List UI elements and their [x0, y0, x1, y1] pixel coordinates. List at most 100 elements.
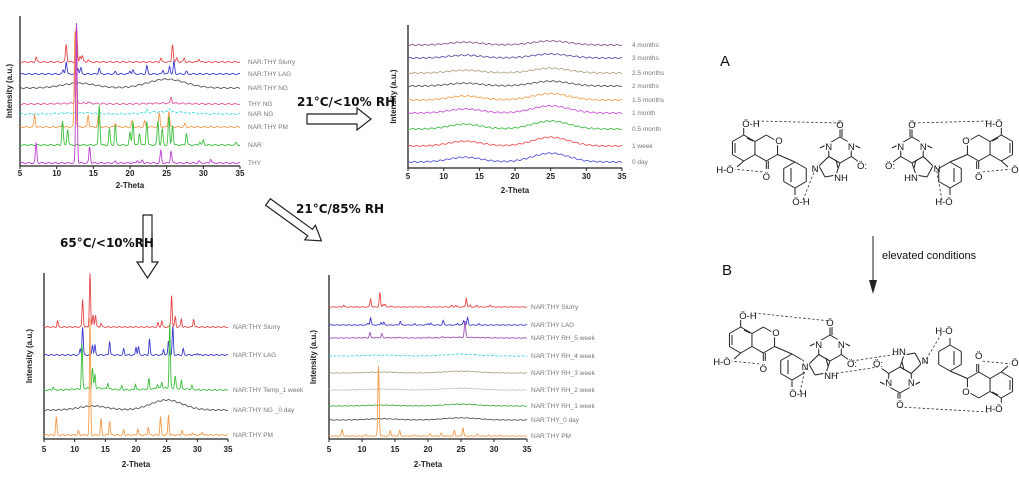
atom-label: N [815, 340, 822, 351]
axes [407, 25, 622, 169]
atom-label: O [775, 136, 782, 147]
bond [829, 334, 842, 342]
x-tick-label: 10 [70, 445, 79, 454]
bond [911, 156, 924, 164]
series-label: NAR:THY Slurry [233, 324, 281, 331]
x-tick-label: 15 [101, 445, 110, 454]
series-line [19, 105, 241, 147]
atom-label: HN [904, 173, 918, 184]
bond [978, 154, 991, 162]
naringenin-b1: Ö-H H-Ö O Ö Ö-H [712, 310, 809, 402]
atom-label: Ö-H [739, 311, 757, 322]
atom-label: Ö [836, 120, 843, 131]
x-tick-label: 5 [42, 445, 47, 454]
atom-label: H-Ö [985, 404, 1002, 415]
series-label: NAR:THY Temp_1 week [233, 387, 304, 394]
series-line [328, 316, 528, 326]
chart-21C-85RH: 5 10 15 20 25 30 35 2-Theta Intensity (a.u.) NAR:… [309, 275, 596, 469]
bond [729, 346, 741, 354]
x-tick-label: 35 [224, 445, 233, 454]
x-tick-label: 30 [193, 445, 202, 454]
bond [915, 174, 928, 178]
hydrogen-bond [799, 364, 807, 393]
x-tick-label: 30 [490, 445, 499, 454]
bond [808, 354, 820, 365]
x-tick-label: 5 [327, 445, 332, 454]
atom-label: HN [892, 347, 906, 358]
bond [910, 363, 922, 374]
x-tick-label: 5 [18, 169, 23, 178]
bond [851, 156, 860, 163]
bond [989, 391, 1002, 399]
atom-label: N [934, 164, 941, 175]
bond [989, 134, 1002, 142]
bond [1001, 154, 1013, 162]
atom-label: Ö [896, 400, 903, 411]
bond [911, 381, 921, 387]
bond [949, 181, 962, 189]
bond [949, 344, 962, 352]
bond [891, 143, 901, 149]
series-line [19, 108, 241, 116]
bond [967, 154, 979, 162]
bond [888, 386, 901, 394]
bond [743, 134, 756, 142]
bond [774, 346, 793, 355]
atom-label: Ö [826, 318, 833, 329]
series-line [329, 370, 528, 374]
hydrogen-bond [980, 360, 1013, 365]
elevated-conditions-arrow [869, 236, 877, 294]
bond [819, 143, 829, 149]
bond [899, 366, 912, 374]
bond [967, 134, 979, 142]
bond [926, 165, 934, 178]
atom-label: N [848, 142, 855, 153]
series-line [19, 22, 241, 165]
series-label: THY [248, 160, 262, 167]
series-label: NAR NG [248, 111, 273, 118]
series-label: 4 months [632, 42, 659, 49]
series-line [407, 80, 623, 88]
bond [814, 372, 827, 376]
hydrogen-bond-scheme: Ö-HH-ÖOÖÖ-HÖNNÖ:NHNÖNNÖ:HNNH-ÖÖ-HOÖH-ÖÖ-… [712, 118, 1019, 417]
atom-label: N [897, 142, 904, 153]
y-axis-label: Intensity (a.u.) [5, 64, 14, 119]
series-label: NAR:THY LAG [531, 322, 574, 329]
bond [1001, 371, 1013, 379]
series-line [329, 320, 527, 339]
bond [1000, 160, 1009, 168]
series-label: NAR:THY RH_3 week [531, 370, 596, 377]
x-tick-label: 25 [162, 445, 171, 454]
x-tick-label: 10 [439, 172, 448, 181]
series-label: NAR:THY NG [248, 85, 288, 92]
atom-label: Ö [760, 364, 767, 375]
scheme-label-a: A [720, 53, 730, 70]
xrd-charts: 5 10 15 20 25 30 35 2-Theta Intensity (a.u.) NAR:… [5, 16, 665, 469]
bond [892, 156, 901, 163]
bond [938, 181, 951, 189]
bond [841, 341, 851, 347]
bond [808, 363, 816, 376]
bond [828, 156, 841, 164]
series-label: NAR:THY NG _0 day [233, 407, 295, 414]
series-line [43, 326, 229, 357]
bond [967, 391, 979, 399]
bond [949, 370, 968, 379]
condition-label-21c-10rh: 21°C/<10% RH [297, 95, 395, 109]
bond [780, 373, 793, 381]
series-line [408, 152, 623, 164]
bond [736, 160, 745, 168]
bond [899, 386, 912, 394]
bond [900, 156, 913, 164]
series-line [44, 323, 229, 392]
series-line [408, 104, 623, 115]
atom-label: O [772, 328, 779, 339]
bond [729, 326, 741, 334]
hydrogen-bond [802, 166, 817, 201]
bond [754, 154, 767, 162]
atom-label: Ö-H [792, 197, 810, 208]
hydrogen-bond [899, 406, 989, 413]
x-axis-label: 2-Theta [501, 186, 530, 195]
bond [780, 353, 793, 361]
series-line [407, 92, 623, 102]
